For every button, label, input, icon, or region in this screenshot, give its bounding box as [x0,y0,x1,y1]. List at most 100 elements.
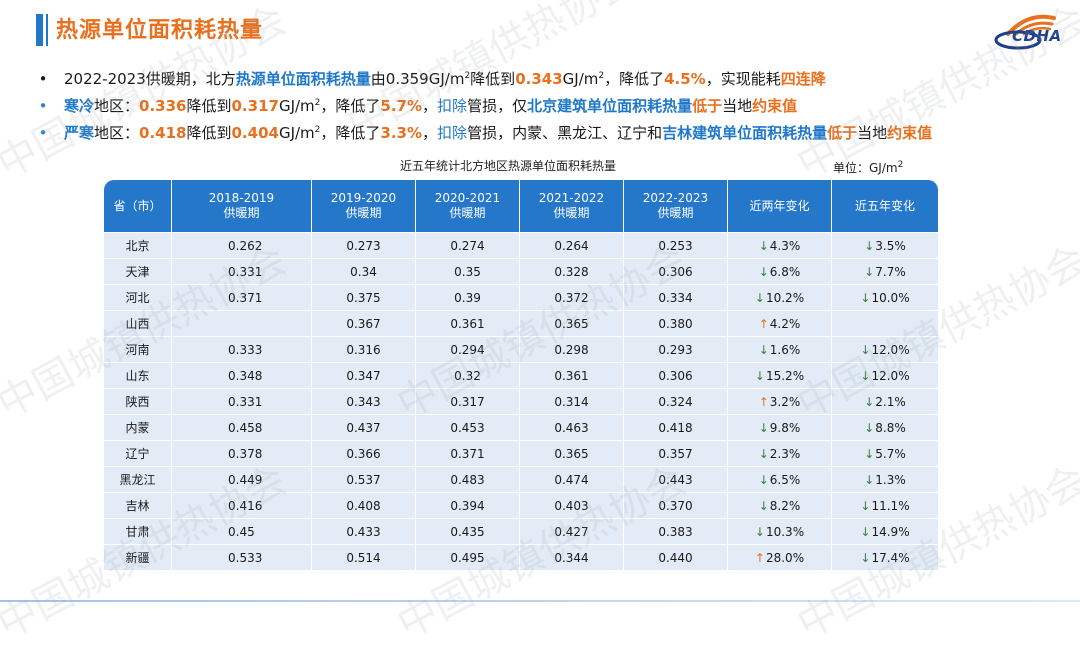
table-row: 河南 0.333 0.316 0.294 0.298 0.293 ↓1.6% ↓12.0% [104,336,938,362]
value-cell: 0.264 [520,232,624,258]
arrow-down-icon: ↓ [860,550,871,565]
province-cell: 天津 [104,258,172,284]
value-cell: 0.365 [520,310,624,336]
two-year-change-cell: ↓6.5% [728,466,832,492]
bullet-dot-icon: • [38,70,48,88]
change-value: 10.0% [871,290,910,305]
unit-label: 单位：GJ/m2 [833,160,904,176]
value-cell: 0.262 [172,232,312,258]
two-year-change-cell: ↓8.2% [728,492,832,518]
value-cell: 0.333 [172,336,312,362]
value-cell: 0.370 [624,492,728,518]
value-cell: 0.533 [172,544,312,570]
arrow-down-icon: ↓ [860,290,871,305]
change-value: 2.1% [875,394,906,409]
province-cell: 内蒙 [104,414,172,440]
bullet-item: • 2022-2023供暖期，北方热源单位面积耗热量由0.359GJ/m2降低到… [36,66,1056,92]
value-cell: 0.317 [416,388,520,414]
change-value: 2.3% [769,446,801,461]
table-header-row: 省（市） 2018-2019 供暖期 2019-2020 供暖期 2020-2021 供暖期… [104,180,938,232]
arrow-up-icon: ↑ [754,550,765,565]
logo-text: CDHA [1012,27,1062,45]
province-cell: 陕西 [104,388,172,414]
two-year-change-cell: ↓2.3% [728,440,832,466]
province-cell: 山东 [104,362,172,388]
table-row: 新疆 0.533 0.514 0.495 0.344 0.440 ↑28.0% ↓17.4% [104,544,938,570]
change-value: 6.8% [769,264,801,279]
table-row: 辽宁 0.378 0.366 0.371 0.365 0.357 ↓2.3% ↓5.7% [104,440,938,466]
change-value: 8.2% [769,498,801,513]
value-cell: 0.343 [312,388,416,414]
value-cell: 0.375 [312,284,416,310]
value-cell: 0.35 [416,258,520,284]
value-cell: 0.293 [624,336,728,362]
five-year-change-cell: ↓14.9% [832,518,938,544]
five-year-change-cell: ↓17.4% [832,544,938,570]
value-cell: 0.273 [312,232,416,258]
arrow-down-icon: ↓ [864,446,875,461]
column-header: 2021-2022 供暖期 [520,180,624,232]
five-year-change-cell: ↓10.0% [832,284,938,310]
value-cell: 0.32 [416,362,520,388]
value-cell: 0.383 [624,518,728,544]
value-cell: 0.474 [520,466,624,492]
five-year-change-cell: ↓8.8% [832,414,938,440]
two-year-change-cell: ↓9.8% [728,414,832,440]
province-cell: 新疆 [104,544,172,570]
value-cell: 0.253 [624,232,728,258]
change-value: 3.5% [875,238,906,253]
change-value: 8.8% [875,420,906,435]
change-value: 5.7% [875,446,906,461]
change-value: 7.7% [875,264,906,279]
value-cell: 0.437 [312,414,416,440]
value-cell: 0.435 [416,518,520,544]
two-year-change-cell: ↓10.2% [728,284,832,310]
province-cell: 山西 [104,310,172,336]
value-cell: 0.347 [312,362,416,388]
arrow-down-icon: ↓ [864,472,875,487]
value-cell: 0.361 [416,310,520,336]
value-cell: 0.378 [172,440,312,466]
value-cell: 0.294 [416,336,520,362]
value-cell [172,310,312,336]
value-cell: 0.324 [624,388,728,414]
five-year-change-cell: ↓3.5% [832,232,938,258]
value-cell: 0.34 [312,258,416,284]
value-cell: 0.371 [172,284,312,310]
change-value: 17.4% [871,550,910,565]
bullet-dot-icon: • [38,124,48,142]
change-value: 9.8% [769,420,801,435]
province-cell: 北京 [104,232,172,258]
value-cell: 0.316 [312,336,416,362]
column-header: 2020-2021 供暖期 [416,180,520,232]
two-year-change-cell: ↑4.2% [728,310,832,336]
value-cell: 0.371 [416,440,520,466]
change-value: 12.0% [871,368,910,383]
arrow-down-icon: ↓ [758,420,769,435]
change-value: 1.3% [875,472,906,487]
value-cell: 0.365 [520,440,624,466]
table-row: 山西 0.367 0.361 0.365 0.380 ↑4.2% [104,310,938,336]
column-header: 近五年变化 [832,180,938,232]
arrow-down-icon: ↓ [758,238,769,253]
five-year-change-cell: ↓12.0% [832,362,938,388]
column-header: 2019-2020 供暖期 [312,180,416,232]
table-row: 河北 0.371 0.375 0.39 0.372 0.334 ↓10.2% ↓10.0% [104,284,938,310]
page-title: 热源单位面积耗热量 [56,18,264,43]
five-year-change-cell: ↓2.1% [832,388,938,414]
value-cell: 0.344 [520,544,624,570]
arrow-down-icon: ↓ [758,446,769,461]
value-cell: 0.367 [312,310,416,336]
value-cell: 0.408 [312,492,416,518]
province-cell: 河北 [104,284,172,310]
two-year-change-cell: ↑3.2% [728,388,832,414]
cdha-logo-icon [994,14,1056,50]
five-year-change-cell [832,310,938,336]
value-cell: 0.45 [172,518,312,544]
title-accent-bar [36,14,48,46]
arrow-down-icon: ↓ [754,368,765,383]
bullet-item: • 寒冷地区：0.336降低到0.317GJ/m2，降低了5.7%，扣除管损，仅… [36,93,1056,119]
bottom-divider [0,600,1080,602]
value-cell: 0.366 [312,440,416,466]
province-cell: 河南 [104,336,172,362]
